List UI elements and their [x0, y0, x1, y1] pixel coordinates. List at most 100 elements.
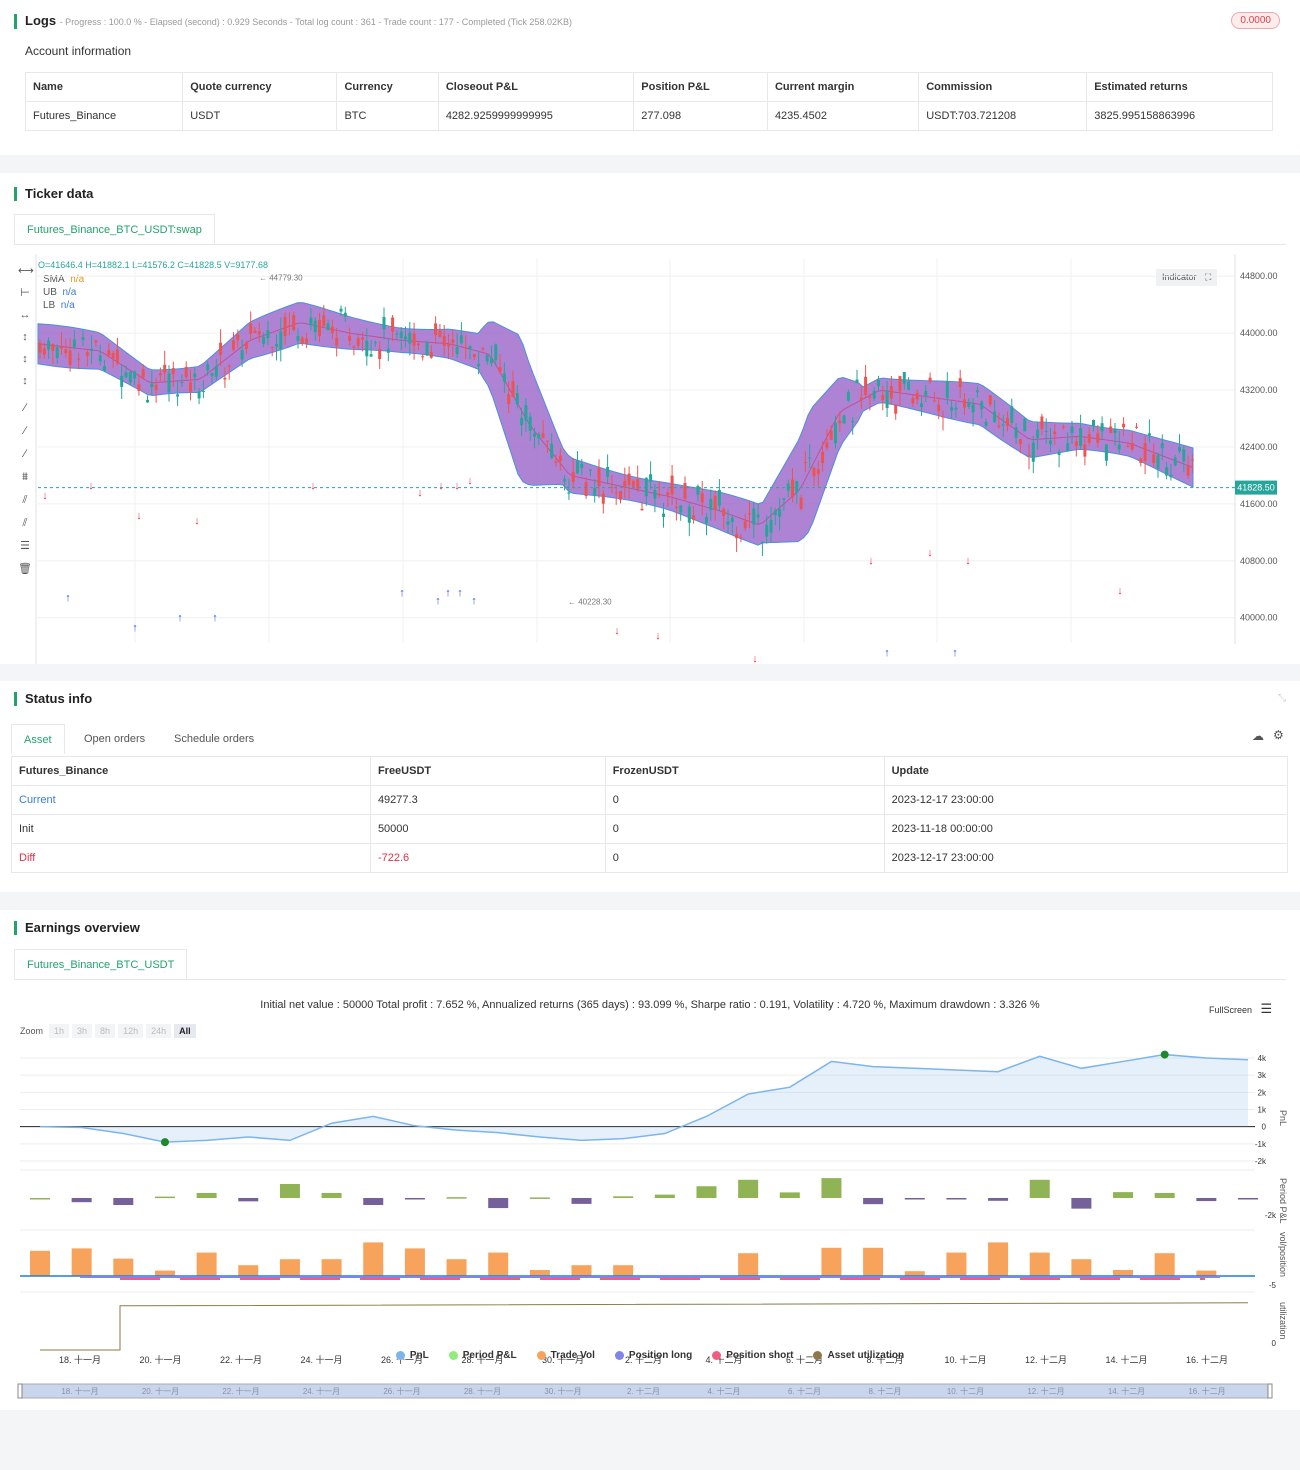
candle — [730, 515, 734, 535]
candle — [141, 364, 145, 379]
status-panel: Status info ⤡ Asset Open orders Schedule… — [0, 681, 1300, 892]
zoom-option-All[interactable]: All — [174, 1024, 196, 1038]
ray-icon[interactable]: ↔ — [19, 309, 31, 321]
x-tick-label: 8. 十二月 — [866, 1354, 903, 1365]
candle — [408, 321, 412, 356]
svg-text:↓: ↓ — [752, 653, 758, 664]
candle — [739, 534, 743, 543]
candle — [696, 484, 700, 502]
candle — [1169, 463, 1173, 481]
tab-open-orders[interactable]: Open orders — [84, 733, 146, 745]
legend-item[interactable]: Position short — [712, 1350, 793, 1361]
candle — [537, 431, 541, 446]
short-signal-marker: ↓ — [88, 480, 94, 492]
candle — [610, 474, 614, 494]
candlestick-chart[interactable]: 12-0812-0912-1012-1112-1312-1412-1512-16… — [0, 244, 1300, 664]
svg-text:↓: ↓ — [927, 547, 933, 559]
arrow-line-icon[interactable]: ∕ — [24, 448, 26, 460]
bollinger-band — [37, 302, 1194, 546]
svg-text:↓: ↓ — [136, 510, 142, 522]
vertical-segment-icon[interactable]: ↕ — [22, 353, 28, 365]
legend-item[interactable]: Period P&L — [448, 1350, 517, 1361]
parallel-channel-icon[interactable]: ⫽ — [22, 494, 28, 506]
candle — [683, 476, 687, 501]
period-pnl-bar — [238, 1198, 259, 1202]
svg-text:↑: ↑ — [399, 587, 405, 599]
candle — [416, 341, 420, 351]
pnl-tick-label: 2k — [1258, 1088, 1267, 1097]
tab-earnings-symbol[interactable]: Futures_Binance_BTC_USDT — [14, 949, 188, 979]
svg-text:↑: ↑ — [457, 587, 463, 599]
candle — [1044, 418, 1048, 444]
tab-ticker-symbol[interactable]: Futures_Binance_BTC_USDT:swap — [14, 214, 215, 244]
horizontal-line-icon[interactable]: ⊢ — [20, 287, 30, 299]
candle — [1143, 435, 1147, 475]
period-pnl-bar — [654, 1194, 675, 1198]
price-tick-label: 44000.00 — [1240, 328, 1278, 338]
pitchfork-icon[interactable]: ⫽ — [22, 517, 28, 529]
candle — [924, 384, 928, 403]
legend-item[interactable]: PnL — [395, 1350, 429, 1361]
segment-icon[interactable]: ∕ — [24, 425, 26, 437]
trade-vol-bar — [279, 1259, 300, 1276]
candle — [511, 370, 515, 398]
candle — [760, 541, 764, 556]
candle — [68, 337, 72, 372]
period-pnl-bar — [1113, 1192, 1134, 1198]
ohlc-readout: O=41646.4 H=41882.1 L=41576.2 C=41828.5 … — [38, 260, 268, 270]
navigator-handle-left — [17, 1383, 23, 1399]
zoom-option-8h[interactable]: 8h — [95, 1024, 116, 1038]
zoom-option-24h[interactable]: 24h — [146, 1024, 172, 1038]
legend-item[interactable]: Trade Vol — [536, 1350, 595, 1361]
zoom-option-3h[interactable]: 3h — [72, 1024, 93, 1038]
fib-icon[interactable]: ☰ — [20, 540, 30, 552]
candle — [791, 468, 794, 503]
fullscreen-button[interactable]: FullScreen ☰ — [1209, 1001, 1273, 1016]
legend-item[interactable]: Asset utilization — [813, 1350, 904, 1361]
navigator-tick-label: 20. 十一月 — [142, 1386, 179, 1396]
candle — [1104, 444, 1108, 466]
cloud-icon[interactable]: ☁ — [1252, 729, 1264, 743]
collapse-icon[interactable]: ⤡ — [1278, 693, 1286, 704]
candle — [373, 340, 377, 347]
x-tick-label: 22. 十一月 — [220, 1354, 262, 1365]
candle — [851, 417, 855, 435]
zoom-option-1h[interactable]: 1h — [49, 1024, 70, 1038]
table-cell: 4235.4502 — [766, 101, 920, 131]
range-icon[interactable]: ↕ — [22, 375, 28, 387]
earnings-panel: Earnings overview Futures_Binance_BTC_US… — [0, 910, 1300, 1410]
price-channel-icon[interactable]: ⩩ — [22, 471, 28, 483]
candle — [1130, 431, 1134, 452]
menu-icon[interactable]: ☰ — [1260, 1001, 1273, 1016]
expand-icon[interactable]: ⛶ — [1205, 272, 1212, 282]
zoom-option-12h[interactable]: 12h — [118, 1024, 144, 1038]
trade-vol-bar — [904, 1271, 925, 1276]
candle — [232, 332, 235, 352]
candle — [459, 322, 463, 345]
legend-item[interactable]: Position long — [614, 1350, 692, 1361]
logs-title: Logs - Progress : 100.0 % - Elapsed (sec… — [14, 14, 572, 29]
candle — [1023, 417, 1027, 432]
candle — [451, 329, 455, 357]
trash-icon[interactable]: 🗑 — [18, 563, 32, 575]
candle — [881, 385, 885, 411]
candle — [472, 353, 476, 360]
candle — [545, 440, 549, 454]
indicator-button[interactable]: Indicator ⛶ — [1156, 269, 1218, 286]
x-tick-label: 6. 十二月 — [786, 1354, 823, 1365]
gear-icon[interactable]: ⚙ — [1273, 728, 1284, 742]
long-signal-marker: ↑ — [177, 612, 183, 624]
tab-asset[interactable]: Asset — [11, 724, 65, 754]
trend-line-icon[interactable]: ∕ — [24, 402, 26, 414]
candle — [911, 394, 915, 408]
svg-text:↑: ↑ — [445, 587, 451, 599]
candle — [348, 327, 352, 346]
crosshair-icon[interactable]: ⟷ — [18, 265, 34, 277]
tab-schedule-orders[interactable]: Schedule orders — [174, 733, 255, 745]
table-cell: BTC — [336, 101, 439, 131]
candle — [752, 501, 756, 539]
candle — [158, 367, 162, 383]
vertical-line-icon[interactable]: ↕ — [22, 331, 28, 343]
candle — [219, 329, 223, 367]
